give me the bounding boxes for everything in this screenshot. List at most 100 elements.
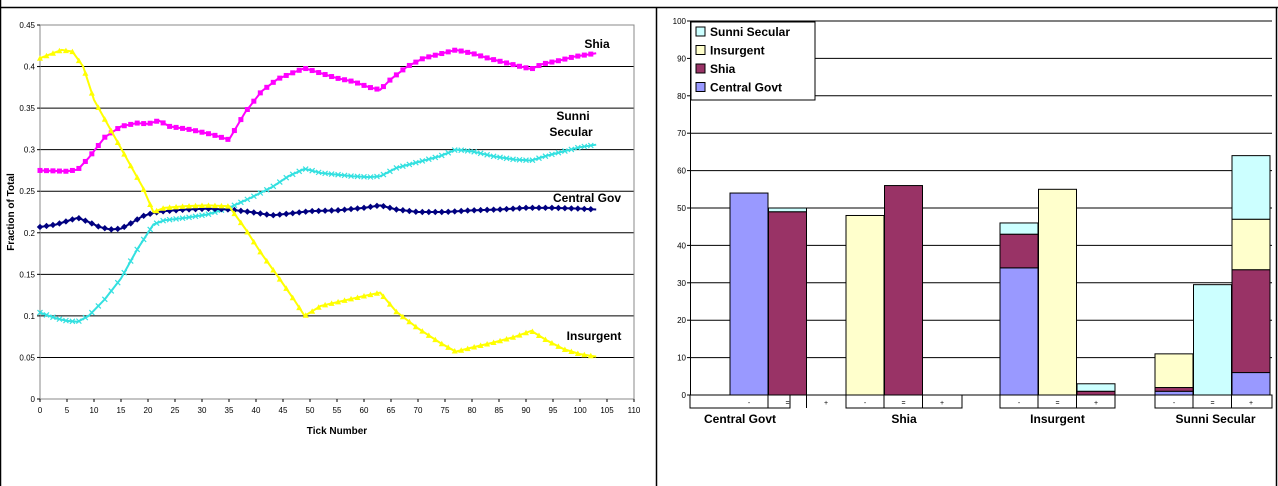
- data-point: [373, 290, 380, 296]
- data-point: [406, 161, 413, 168]
- data-point: [186, 214, 192, 221]
- data-point: [412, 323, 419, 330]
- data-point: [496, 206, 504, 213]
- x-tick-label: 40: [252, 406, 261, 415]
- data-point: [458, 48, 464, 54]
- data-point: [471, 343, 478, 350]
- data-point: [529, 328, 536, 335]
- data-point: [95, 302, 102, 309]
- data-point: [432, 208, 439, 216]
- bar-segment: [1231, 155, 1271, 220]
- y-tick-label: 0.2: [24, 229, 36, 238]
- bar-segment: [1231, 372, 1271, 396]
- data-point: [127, 162, 134, 169]
- data-point: [296, 304, 303, 311]
- data-point: [62, 47, 69, 54]
- y-tick-label: 100: [673, 17, 687, 26]
- subcategory-label: -: [864, 400, 867, 407]
- data-point: [425, 208, 432, 216]
- data-point: [43, 311, 50, 318]
- data-point: [50, 168, 56, 174]
- series-insurgent: [37, 47, 597, 359]
- x-tick-label: 75: [441, 406, 450, 415]
- data-point: [49, 221, 57, 229]
- data-point: [419, 158, 426, 164]
- bar-chart-category-axis: - = + Central Govt - = + Shia - = + Insurgent - = + Sun…: [689, 394, 1273, 426]
- data-point: [581, 205, 588, 213]
- subcategory-label: -: [1018, 400, 1021, 407]
- data-point: [490, 206, 497, 213]
- data-point: [522, 204, 530, 212]
- data-point: [192, 202, 199, 209]
- y-tick-label: 0.05: [19, 353, 35, 362]
- data-point: [43, 222, 50, 230]
- data-point: [205, 131, 211, 137]
- data-point: [451, 147, 458, 154]
- data-point: [257, 248, 264, 255]
- data-point: [432, 154, 439, 161]
- subcategory-label: =: [901, 400, 905, 407]
- subcategory-label: +: [1249, 400, 1253, 407]
- group-label: Central Govt: [704, 412, 776, 426]
- y-tick-label: 30: [677, 279, 686, 288]
- x-tick-label: 110: [628, 406, 641, 415]
- series-label: Shia: [584, 37, 610, 51]
- data-point: [88, 309, 95, 316]
- data-point: [114, 279, 121, 286]
- data-point: [561, 346, 568, 352]
- data-point: [140, 236, 147, 243]
- data-point: [296, 168, 303, 175]
- data-point: [399, 207, 407, 214]
- data-point: [101, 296, 108, 303]
- data-point: [581, 351, 588, 358]
- data-point: [561, 205, 569, 212]
- data-point: [257, 90, 263, 96]
- data-point: [517, 63, 523, 69]
- data-point: [199, 212, 205, 219]
- bar-segment: [1231, 218, 1271, 271]
- data-point: [523, 65, 529, 71]
- data-point: [561, 148, 568, 154]
- data-point: [121, 151, 128, 157]
- data-point: [529, 66, 535, 72]
- data-point: [199, 202, 205, 209]
- data-point: [548, 151, 555, 158]
- bar-segment: [999, 222, 1039, 235]
- data-point: [270, 212, 277, 219]
- data-point: [568, 348, 575, 354]
- data-point: [406, 207, 413, 215]
- data-point: [283, 72, 289, 78]
- data-point: [321, 207, 329, 214]
- y-tick-label: 40: [677, 241, 686, 250]
- data-point: [82, 314, 89, 321]
- bar-segment: [1154, 390, 1194, 396]
- data-point: [140, 186, 147, 193]
- data-point: [225, 136, 231, 142]
- data-point: [108, 288, 115, 294]
- data-point: [147, 226, 154, 233]
- data-point: [334, 207, 342, 214]
- y-axis-title: Fraction of Total: [6, 173, 17, 251]
- data-point: [348, 295, 355, 302]
- data-point: [146, 210, 154, 218]
- data-point: [361, 82, 367, 88]
- series-label: Insurgent: [567, 329, 622, 343]
- data-point: [529, 157, 536, 164]
- data-point: [342, 77, 348, 83]
- data-point: [69, 318, 76, 325]
- data-point: [50, 314, 56, 321]
- data-point: [399, 313, 406, 320]
- x-tick-label: 20: [144, 406, 153, 415]
- data-point: [186, 203, 193, 209]
- y-tick-label: 0.25: [19, 187, 35, 196]
- y-tick-label: 80: [677, 92, 686, 101]
- data-point: [347, 205, 355, 213]
- data-point: [555, 149, 562, 156]
- series-sunni-secular: [37, 142, 597, 325]
- x-tick-label: 10: [90, 406, 99, 415]
- line-chart: 0 0.05 0.1 0.15 0.2 0.25 0.3 0.35 0.4 0.45 0 5 10 15…: [6, 21, 641, 437]
- legend-label: Central Govt: [710, 81, 782, 95]
- data-point: [548, 340, 555, 346]
- data-point: [341, 172, 348, 179]
